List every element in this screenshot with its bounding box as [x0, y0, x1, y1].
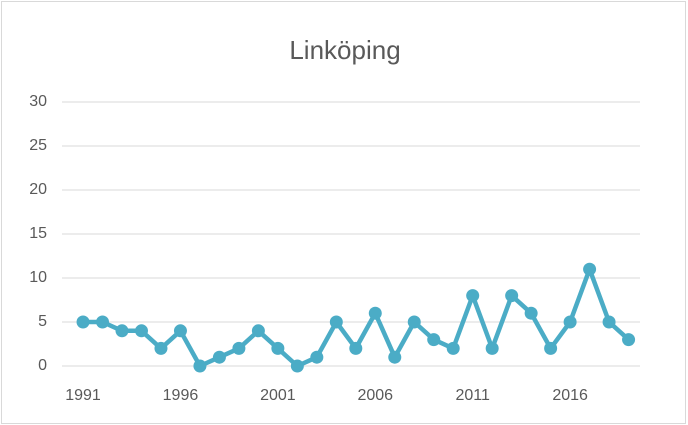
- data-point: [388, 350, 402, 364]
- data-point: [193, 359, 207, 373]
- x-tick-label: 1996: [163, 387, 199, 404]
- data-point: [622, 333, 636, 347]
- data-point: [115, 324, 129, 338]
- data-point: [368, 306, 382, 320]
- y-tick-label: 5: [38, 313, 47, 330]
- data-point: [446, 341, 460, 355]
- data-point: [427, 333, 441, 347]
- data-point: [524, 306, 538, 320]
- data-point: [271, 341, 285, 355]
- x-tick-label: 2001: [260, 387, 296, 404]
- data-point: [96, 315, 110, 329]
- y-tick-label: 30: [29, 93, 47, 110]
- data-point: [505, 289, 519, 303]
- chart-title: Linköping: [289, 35, 400, 65]
- y-tick-label: 0: [38, 357, 47, 374]
- data-point: [290, 359, 304, 373]
- x-tick-label: 2006: [357, 387, 393, 404]
- data-point: [76, 315, 90, 329]
- y-tick-label: 10: [29, 269, 47, 286]
- x-tick-label: 1991: [65, 387, 101, 404]
- data-point: [154, 341, 168, 355]
- y-tick-label: 25: [29, 137, 47, 154]
- data-point: [329, 315, 343, 329]
- x-tick-label: 2011: [455, 387, 490, 404]
- data-point: [544, 341, 558, 355]
- data-point: [251, 324, 265, 338]
- data-point: [349, 341, 363, 355]
- y-tick-label: 20: [29, 181, 47, 198]
- data-point: [485, 341, 499, 355]
- y-tick-label: 15: [29, 225, 47, 242]
- data-point: [407, 315, 421, 329]
- data-point: [232, 341, 246, 355]
- data-point: [466, 289, 480, 303]
- data-point: [173, 324, 187, 338]
- data-point: [602, 315, 616, 329]
- data-point: [583, 262, 597, 276]
- data-point: [212, 350, 226, 364]
- data-point: [563, 315, 577, 329]
- data-point: [134, 324, 148, 338]
- x-tick-label: 2016: [552, 387, 588, 404]
- data-point: [310, 350, 324, 364]
